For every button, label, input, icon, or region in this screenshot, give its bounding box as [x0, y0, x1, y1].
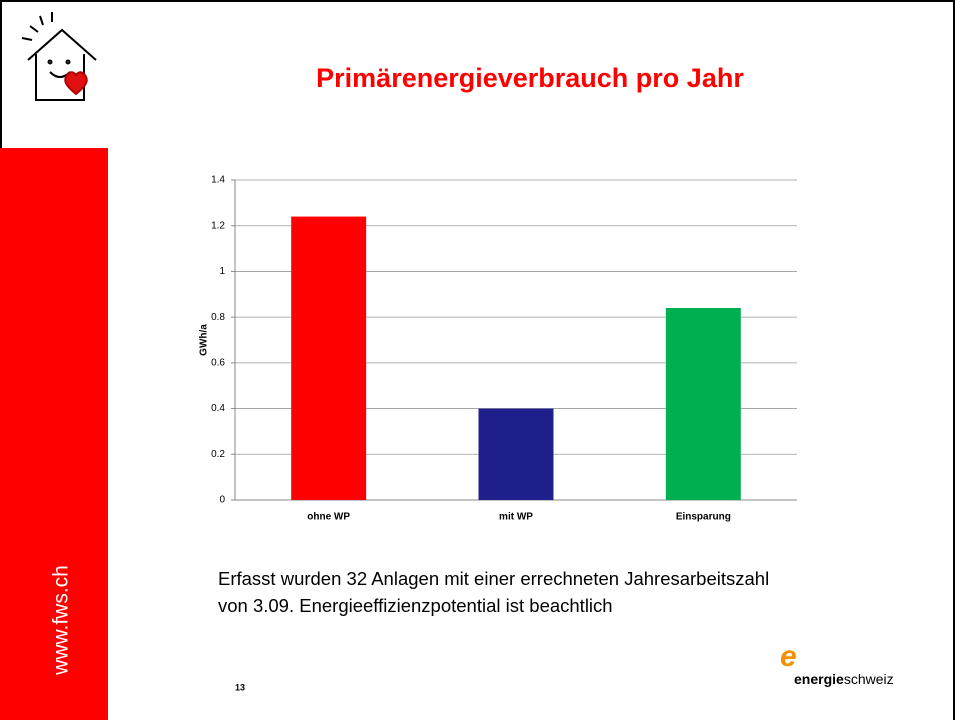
y-tick-label: 1.4: [211, 175, 225, 186]
bar: [479, 409, 554, 500]
bar: [291, 217, 366, 500]
y-tick-label: 1.2: [211, 220, 225, 231]
sidebar-url: www.fws.ch: [50, 565, 73, 676]
logo-mark: e: [780, 640, 797, 673]
y-tick-label: 0.2: [211, 449, 225, 460]
logo-bold: energie: [794, 671, 844, 687]
x-tick-label: ohne WP: [307, 512, 350, 523]
slide: Primärenergieverbrauch pro Jahr www.fws.…: [0, 0, 955, 720]
chart-title: Primärenergieverbrauch pro Jahr: [316, 63, 744, 93]
logo-text: energieschweiz: [794, 671, 894, 687]
caption-line: Erfasst wurden 32 Anlagen mit einer erre…: [218, 568, 769, 589]
x-tick-label: mit WP: [499, 512, 533, 523]
y-tick-label: 0.6: [211, 357, 225, 368]
caption-line: von 3.09. Energieeffizienzpotential ist …: [218, 595, 613, 616]
y-tick-label: 0: [219, 495, 225, 506]
y-tick-label: 1: [219, 266, 225, 277]
y-tick-label: 0.4: [211, 403, 225, 414]
x-tick-label: Einsparung: [676, 512, 731, 523]
y-axis-label: GWh/a: [199, 324, 210, 356]
logo-regular: schweiz: [844, 671, 894, 687]
y-tick-label: 0.8: [211, 312, 225, 323]
page-number: 13: [235, 682, 245, 692]
bar: [666, 308, 741, 500]
